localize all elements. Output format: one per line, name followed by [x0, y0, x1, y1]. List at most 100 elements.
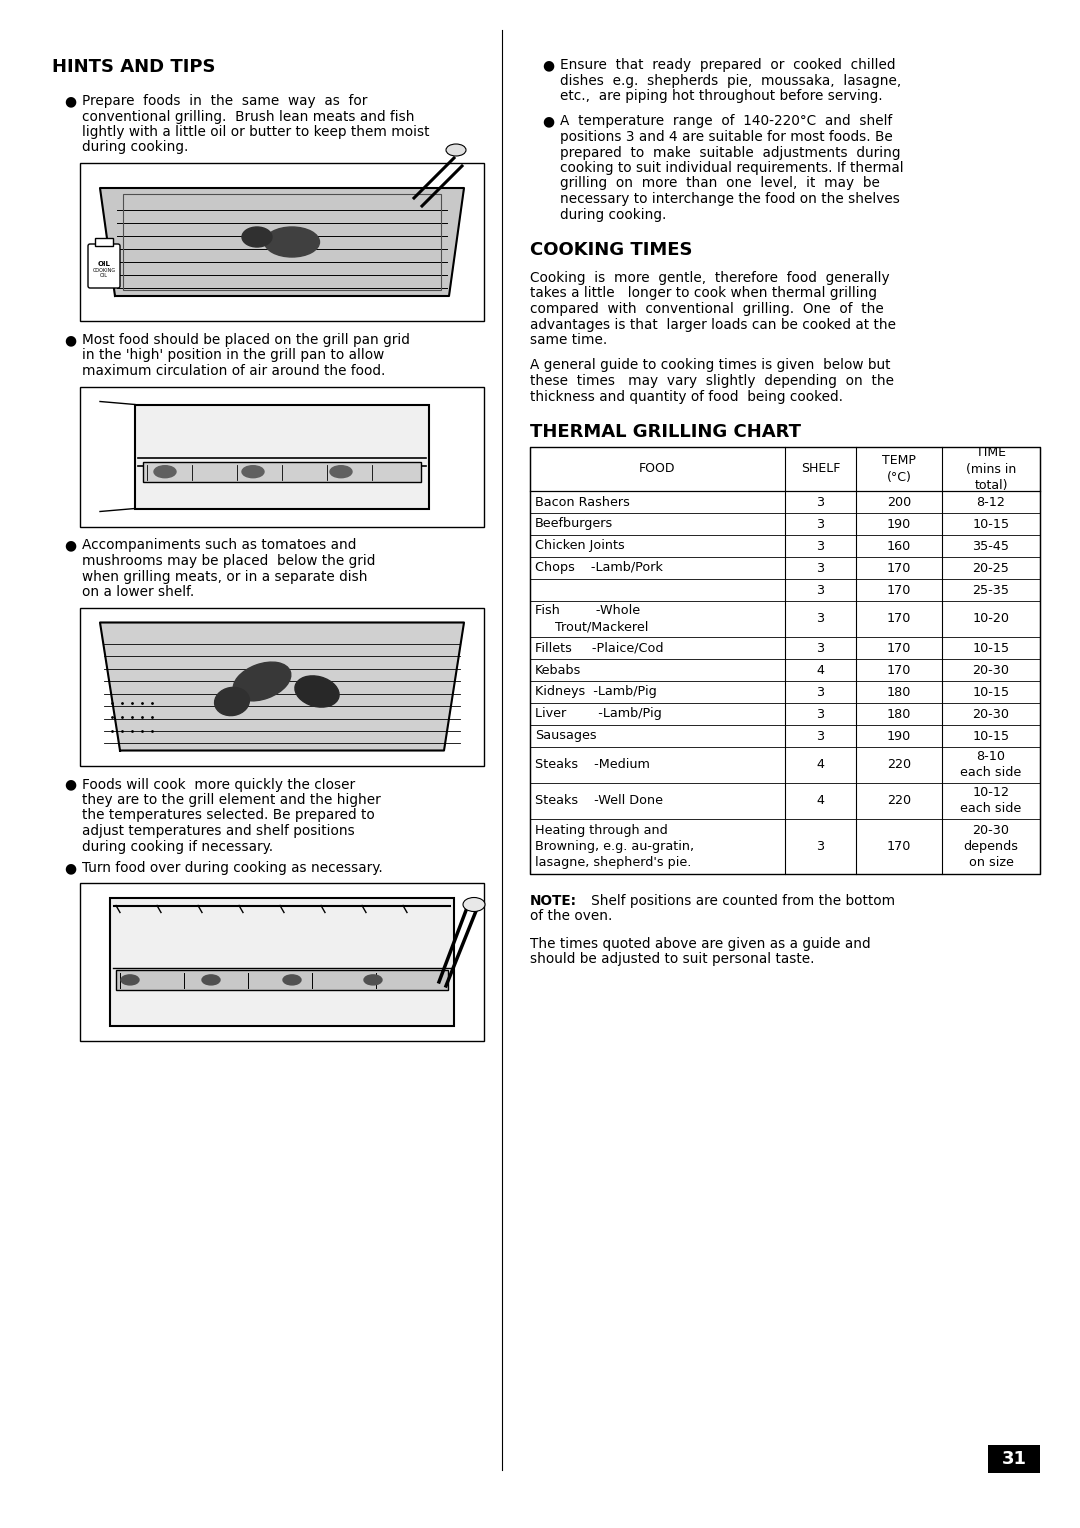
Text: 3: 3 — [816, 584, 824, 596]
Text: 190: 190 — [887, 729, 912, 743]
Text: SHELF: SHELF — [800, 463, 840, 475]
Text: A  temperature  range  of  140-220°C  and  shelf: A temperature range of 140-220°C and she… — [561, 115, 892, 128]
Ellipse shape — [446, 144, 465, 156]
Text: positions 3 and 4 are suitable for most foods. Be: positions 3 and 4 are suitable for most … — [561, 130, 893, 144]
Text: 10-15: 10-15 — [972, 642, 1010, 654]
Text: Turn food over during cooking as necessary.: Turn food over during cooking as necessa… — [82, 860, 382, 876]
Text: during cooking.: during cooking. — [561, 208, 666, 222]
Text: Cooking  is  more  gentle,  therefore  food  generally: Cooking is more gentle, therefore food g… — [530, 270, 890, 286]
Ellipse shape — [242, 466, 264, 478]
Text: The times quoted above are given as a guide and: The times quoted above are given as a gu… — [530, 937, 870, 950]
Text: Prepare  foods  in  the  same  way  as  for: Prepare foods in the same way as for — [82, 95, 367, 108]
FancyBboxPatch shape — [143, 461, 421, 481]
Text: 180: 180 — [887, 707, 912, 721]
Text: during cooking if necessary.: during cooking if necessary. — [82, 839, 273, 854]
Text: adjust temperatures and shelf positions: adjust temperatures and shelf positions — [82, 824, 354, 837]
FancyBboxPatch shape — [80, 387, 484, 527]
Text: Chicken Joints: Chicken Joints — [535, 539, 624, 553]
Ellipse shape — [265, 228, 320, 257]
FancyBboxPatch shape — [80, 608, 484, 766]
Text: Most food should be placed on the grill pan grid: Most food should be placed on the grill … — [82, 333, 410, 347]
Ellipse shape — [202, 975, 220, 986]
Text: Accompaniments such as tomatoes and: Accompaniments such as tomatoes and — [82, 538, 356, 553]
Text: etc.,  are piping hot throughout before serving.: etc., are piping hot throughout before s… — [561, 89, 882, 102]
Text: Bacon Rashers: Bacon Rashers — [535, 495, 630, 509]
FancyBboxPatch shape — [530, 448, 1040, 874]
Text: takes a little   longer to cook when thermal grilling: takes a little longer to cook when therm… — [530, 287, 877, 301]
Text: lightly with a little oil or butter to keep them moist: lightly with a little oil or butter to k… — [82, 125, 430, 139]
FancyBboxPatch shape — [87, 244, 120, 287]
Text: necessary to interchange the food on the shelves: necessary to interchange the food on the… — [561, 193, 900, 206]
Text: cooking to suit individual requirements. If thermal: cooking to suit individual requirements.… — [561, 160, 904, 176]
Text: maximum circulation of air around the food.: maximum circulation of air around the fo… — [82, 364, 386, 377]
Text: 170: 170 — [887, 840, 912, 853]
Text: ●: ● — [64, 778, 76, 792]
Text: 4: 4 — [816, 758, 824, 772]
Polygon shape — [100, 622, 464, 750]
Text: dishes  e.g.  shepherds  pie,  moussaka,  lasagne,: dishes e.g. shepherds pie, moussaka, las… — [561, 73, 901, 87]
Text: these  times   may  vary  slightly  depending  on  the: these times may vary slightly depending … — [530, 374, 894, 388]
Text: 31: 31 — [1001, 1450, 1026, 1468]
Text: OIL: OIL — [97, 261, 110, 267]
Text: 3: 3 — [816, 539, 824, 553]
Text: 3: 3 — [816, 518, 824, 530]
Text: 10-12
each side: 10-12 each side — [960, 787, 1022, 816]
Text: grilling  on  more  than  one  level,  it  may  be: grilling on more than one level, it may … — [561, 177, 880, 191]
Text: Beefburgers: Beefburgers — [535, 518, 613, 530]
Text: Liver        -Lamb/Pig: Liver -Lamb/Pig — [535, 707, 662, 721]
Text: should be adjusted to suit personal taste.: should be adjusted to suit personal tast… — [530, 952, 814, 967]
Text: 200: 200 — [887, 495, 912, 509]
FancyBboxPatch shape — [80, 883, 484, 1041]
Text: NOTE:: NOTE: — [530, 894, 577, 908]
Text: 3: 3 — [816, 613, 824, 625]
Ellipse shape — [233, 662, 291, 701]
Text: 10-15: 10-15 — [972, 686, 1010, 698]
Text: Foods will cook  more quickly the closer: Foods will cook more quickly the closer — [82, 778, 355, 792]
Text: 10-15: 10-15 — [972, 729, 1010, 743]
Text: the temperatures selected. Be prepared to: the temperatures selected. Be prepared t… — [82, 808, 375, 822]
Text: HINTS AND TIPS: HINTS AND TIPS — [52, 58, 216, 76]
Text: of the oven.: of the oven. — [530, 909, 612, 923]
Text: 170: 170 — [887, 642, 912, 654]
Text: 20-30: 20-30 — [972, 663, 1010, 677]
Text: same time.: same time. — [530, 333, 607, 347]
Text: ●: ● — [542, 115, 554, 128]
FancyBboxPatch shape — [135, 405, 429, 509]
Text: Kidneys  -Lamb/Pig: Kidneys -Lamb/Pig — [535, 686, 657, 698]
Text: ●: ● — [64, 860, 76, 876]
Text: Shelf positions are counted from the bottom: Shelf positions are counted from the bot… — [578, 894, 895, 908]
Text: ●: ● — [64, 95, 76, 108]
Text: 3: 3 — [816, 707, 824, 721]
Text: advantages is that  larger loads can be cooked at the: advantages is that larger loads can be c… — [530, 318, 896, 332]
Ellipse shape — [121, 975, 139, 986]
Text: A general guide to cooking times is given  below but: A general guide to cooking times is give… — [530, 359, 891, 373]
Ellipse shape — [242, 228, 272, 248]
Text: 3: 3 — [816, 495, 824, 509]
FancyBboxPatch shape — [110, 897, 454, 1025]
Text: 3: 3 — [816, 729, 824, 743]
Text: ●: ● — [64, 333, 76, 347]
Text: 3: 3 — [816, 840, 824, 853]
Polygon shape — [100, 188, 464, 296]
Text: THERMAL GRILLING CHART: THERMAL GRILLING CHART — [530, 423, 801, 442]
Text: 20-30: 20-30 — [972, 707, 1010, 721]
Text: they are to the grill element and the higher: they are to the grill element and the hi… — [82, 793, 381, 807]
Text: 160: 160 — [887, 539, 912, 553]
Text: TIME
(mins in
total): TIME (mins in total) — [966, 446, 1016, 492]
Text: during cooking.: during cooking. — [82, 141, 188, 154]
Text: in the 'high' position in the grill pan to allow: in the 'high' position in the grill pan … — [82, 348, 384, 362]
Text: 4: 4 — [816, 795, 824, 807]
Text: ●: ● — [542, 58, 554, 72]
Ellipse shape — [364, 975, 382, 986]
Text: conventional grilling.  Brush lean meats and fish: conventional grilling. Brush lean meats … — [82, 110, 415, 124]
Text: TEMP
(°C): TEMP (°C) — [882, 454, 916, 483]
Text: Chops    -Lamb/Pork: Chops -Lamb/Pork — [535, 561, 663, 575]
Text: 170: 170 — [887, 613, 912, 625]
Text: Fillets     -Plaice/Cod: Fillets -Plaice/Cod — [535, 642, 663, 654]
Text: Kebabs: Kebabs — [535, 663, 581, 677]
Text: 8-10
each side: 8-10 each side — [960, 750, 1022, 779]
Text: Sausages: Sausages — [535, 729, 596, 743]
Text: 170: 170 — [887, 584, 912, 596]
Text: 25-35: 25-35 — [972, 584, 1010, 596]
Text: 220: 220 — [887, 795, 912, 807]
